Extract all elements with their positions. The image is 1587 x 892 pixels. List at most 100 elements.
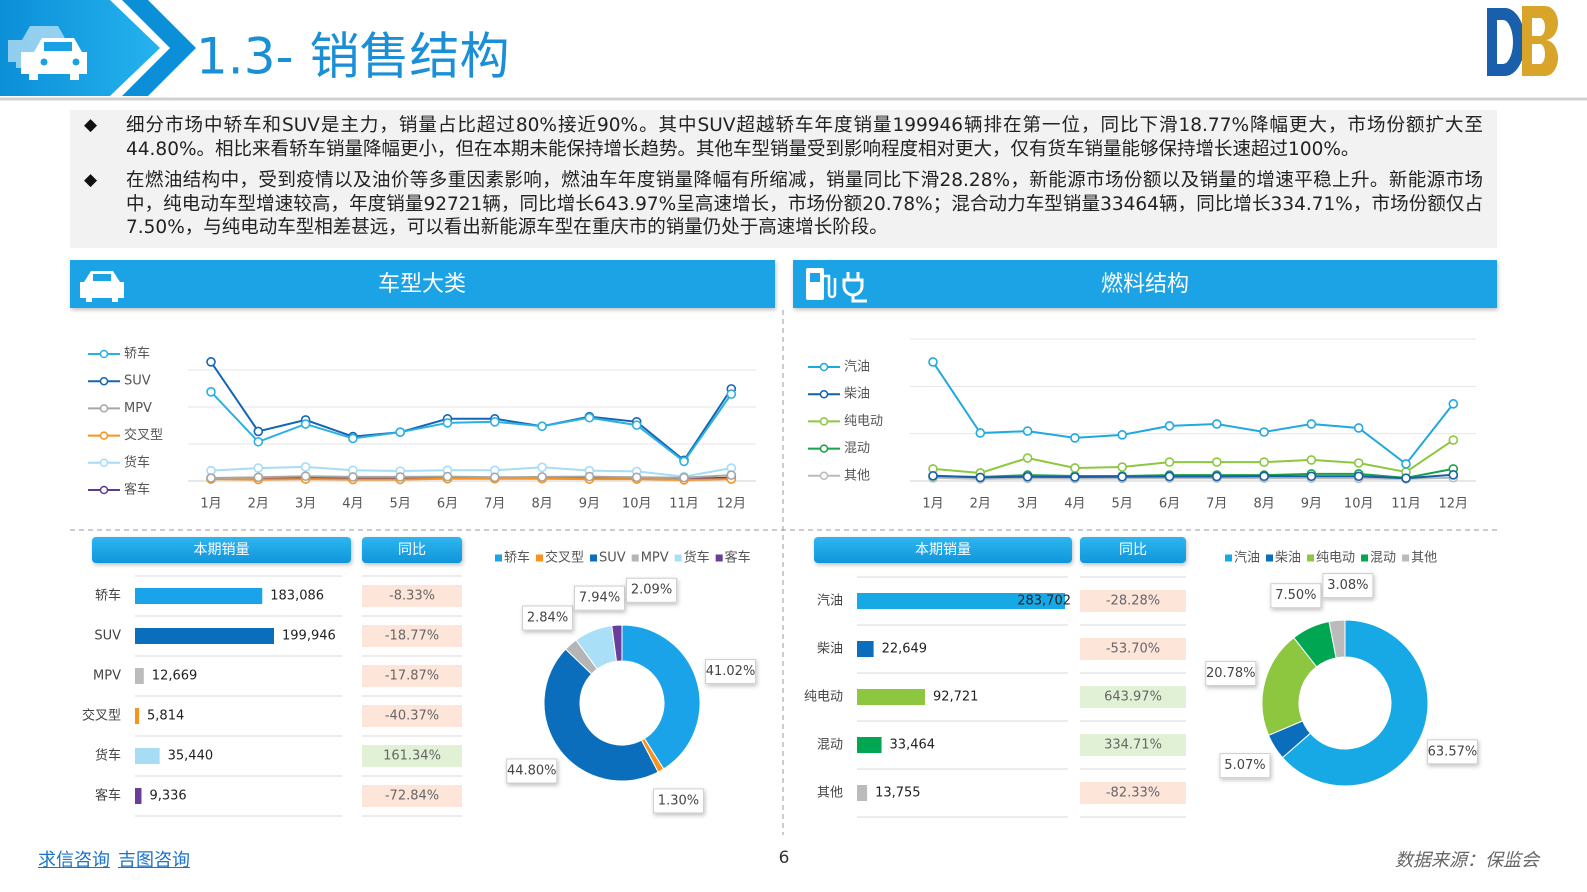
data-point [206, 357, 216, 367]
category-label: 轿车 [95, 588, 121, 604]
data-point [1212, 419, 1222, 429]
data-label-box [522, 605, 574, 631]
data-point [489, 472, 500, 483]
bar [135, 748, 160, 764]
legend-label: 轿车 [504, 550, 530, 566]
data-point [489, 416, 500, 427]
data-point [395, 427, 406, 437]
legend-swatch [715, 554, 723, 562]
data-label-box [705, 659, 757, 685]
series-line [932, 467, 1454, 479]
bar [135, 628, 274, 644]
legend-swatch [819, 471, 829, 481]
data-point [300, 471, 311, 481]
data-point [1117, 462, 1127, 472]
column-header-label: 本期销量 [915, 542, 971, 558]
series-line [210, 465, 732, 478]
data-point [1353, 458, 1364, 468]
data-label: 3.08% [1327, 578, 1368, 593]
data-point [1401, 473, 1411, 483]
bullet-text: 细分市场中轿车和SUV是主力，销量占比超过80%接近90%。其中SUV超越轿车年… [70, 114, 1483, 161]
value-label: 5,814 [147, 709, 184, 724]
data-label: 7.50% [1275, 588, 1316, 603]
section-title: 车型大类 [378, 272, 466, 297]
data-point [679, 472, 689, 483]
data-point [584, 412, 595, 423]
data-point [253, 463, 264, 473]
change-cell [1080, 734, 1186, 756]
data-point [679, 456, 689, 467]
legend-label: 其他 [1411, 551, 1437, 566]
brand-link[interactable]: 吉图咨询 [118, 850, 190, 871]
legend-swatch [631, 554, 639, 562]
data-point [1448, 399, 1459, 409]
data-point [300, 462, 311, 472]
legend-label: 混动 [1370, 551, 1396, 566]
legend-label: 货车 [124, 454, 150, 470]
legend-swatch [819, 417, 829, 426]
data-point [1306, 455, 1317, 465]
category-label: 其他 [817, 786, 843, 801]
value-label: 199,946 [282, 629, 336, 644]
x-tick-label: 3月 [295, 497, 316, 512]
data-point [726, 470, 737, 480]
brand-link[interactable]: 求信咨询 [38, 850, 110, 871]
legend-swatch [99, 485, 109, 495]
series-line [932, 473, 1454, 480]
donut-slice [611, 624, 623, 662]
series-line [210, 477, 732, 481]
bar [857, 593, 1065, 609]
data-point [1448, 470, 1459, 480]
change-cell [1080, 782, 1186, 804]
legend-label: 交叉型 [545, 550, 584, 566]
legend-swatch [99, 458, 109, 468]
data-point [1259, 427, 1269, 437]
change-cell [362, 625, 462, 647]
section-title: 燃料结构 [1101, 272, 1189, 297]
legend-swatch [819, 389, 829, 399]
change-label: 643.97% [1104, 690, 1162, 705]
category-label: MPV [93, 669, 121, 684]
legend-label: 其他 [844, 468, 870, 483]
section-fuel-icon [806, 268, 867, 303]
legend-label: 汽油 [1234, 551, 1260, 566]
legend-label: SUV [599, 551, 626, 566]
legend-label: 柴油 [1275, 551, 1301, 566]
data-point [975, 428, 986, 438]
value-label: 12,669 [152, 669, 198, 684]
legend-swatch [99, 376, 109, 386]
data-point [1353, 471, 1364, 482]
data-point [928, 357, 938, 367]
data-point [537, 462, 547, 473]
change-label: 334.71% [1104, 738, 1162, 753]
data-label-box [1270, 583, 1322, 609]
x-tick-label: 6月 [1159, 497, 1180, 512]
legend-swatch [1225, 554, 1232, 562]
donut-slice [543, 648, 659, 782]
x-tick-label: 7月 [484, 497, 505, 512]
legend-label: 纯电动 [844, 414, 883, 429]
column-header-label: 本期销量 [194, 542, 250, 558]
data-label: 44.80% [507, 763, 557, 778]
value-label: 13,755 [875, 786, 921, 801]
data-point [1022, 426, 1033, 436]
data-source: 数据来源：保监会 [1395, 850, 1539, 871]
data-point [300, 419, 311, 429]
value-label: 9,336 [149, 789, 186, 804]
column-header [1080, 537, 1186, 563]
legend-swatch [495, 554, 502, 562]
legend-swatch [99, 349, 109, 359]
data-point [206, 387, 216, 397]
category-label: 客车 [95, 788, 121, 804]
x-tick-label: 2月 [970, 497, 991, 512]
data-point [1306, 419, 1317, 429]
data-label: 1.30% [658, 793, 699, 808]
legend-label: MPV [124, 401, 152, 416]
bar [857, 689, 925, 705]
data-label-box [574, 585, 626, 611]
data-point [442, 418, 453, 428]
data-point [1070, 463, 1080, 473]
legend-label: 货车 [684, 550, 710, 566]
x-tick-label: 11月 [669, 497, 699, 512]
